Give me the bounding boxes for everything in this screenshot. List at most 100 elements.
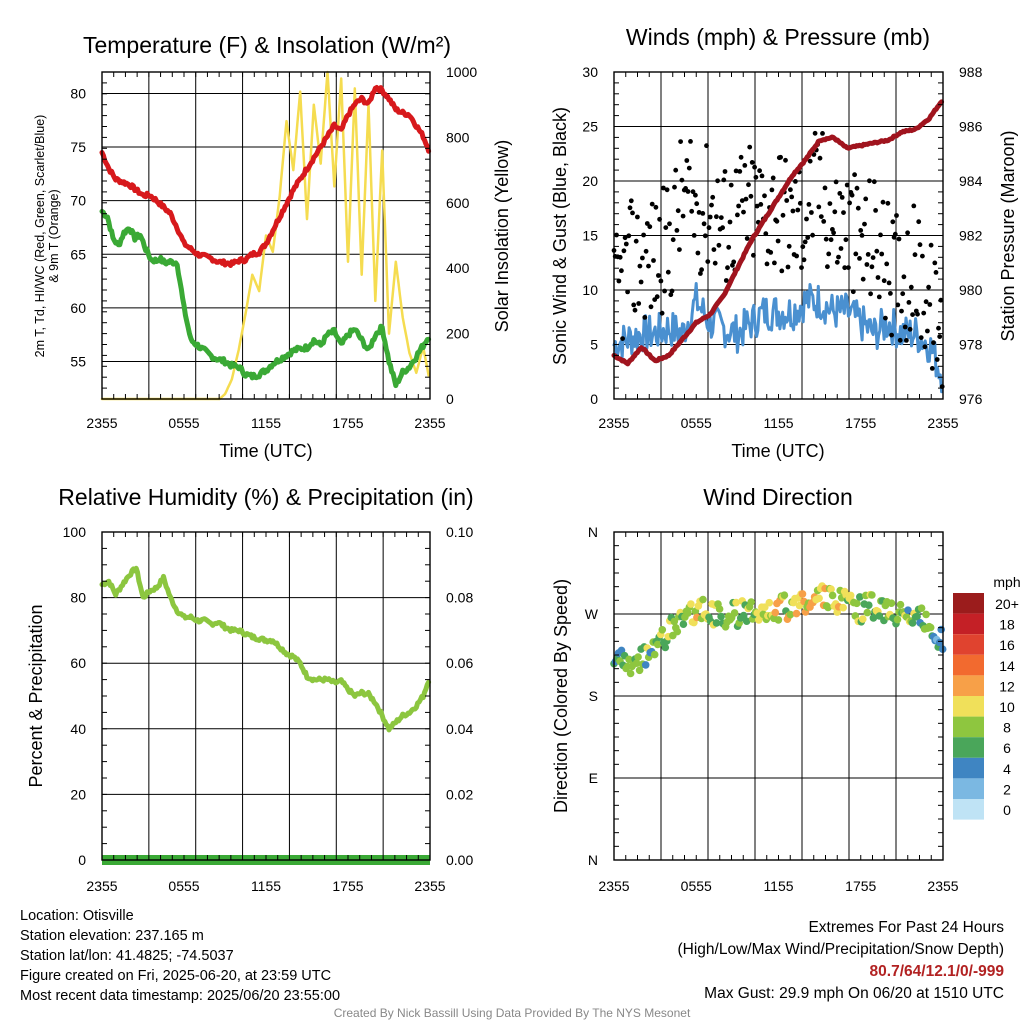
gust-point [726, 244, 732, 250]
gust-point [929, 366, 935, 371]
gust-point [674, 228, 680, 233]
gust-point [837, 191, 843, 196]
gust-point [689, 208, 695, 214]
colorbar-tick-label: 20+ [995, 596, 1019, 612]
gust-point [716, 242, 722, 248]
x-tick-label: 2355 [86, 415, 117, 431]
gust-point [698, 271, 703, 276]
direction-point [798, 590, 807, 598]
direction-point [926, 623, 935, 632]
x-tick-label: 0555 [681, 415, 712, 431]
colorbar-swatch [953, 737, 984, 758]
gust-point [921, 310, 927, 316]
gust-point [712, 260, 718, 266]
gust-point [764, 261, 770, 267]
y-tick-label: S [589, 688, 598, 704]
direction-point [739, 611, 748, 620]
direction-point [913, 612, 921, 621]
gust-point [720, 225, 725, 231]
gust-point [742, 163, 748, 168]
gust-point [668, 292, 674, 298]
direction-point [869, 614, 878, 622]
gust-point [926, 284, 931, 290]
direction-point [859, 615, 867, 623]
temperature-insolation-panel: Temperature (F) & Insolation (W/m²) 2355… [33, 32, 512, 461]
gust-point [809, 210, 814, 215]
y-tick-label: 20 [582, 173, 598, 189]
gust-point [818, 214, 824, 220]
gust-point [899, 308, 904, 314]
direction-point [661, 643, 670, 652]
gust-point [880, 199, 886, 205]
y-axis-label: 2m T, Td, HI/WC (Red, Green, Scarlet/Blu… [33, 115, 47, 358]
station-info: Location: Otisville Station elevation: 2… [20, 906, 340, 1006]
gust-point [770, 175, 776, 181]
gust-point [664, 187, 670, 193]
gust-point [743, 196, 749, 202]
gust-point [849, 192, 855, 198]
y2-tick-label: 980 [959, 282, 983, 298]
wind-speed-line [612, 282, 944, 394]
y2-tick-label: 0.04 [446, 721, 473, 737]
gust-point [841, 210, 846, 216]
direction-point [937, 625, 945, 634]
y-tick-label: E [589, 770, 598, 786]
direction-point [670, 617, 679, 626]
y2-tick-label: 0.10 [446, 524, 473, 540]
gust-point [857, 256, 862, 261]
gust-point [831, 230, 836, 236]
x-tick-label: 2355 [414, 415, 445, 431]
gust-point [917, 242, 923, 248]
colorbar-tick-label: 10 [999, 699, 1015, 715]
gust-point [800, 244, 806, 250]
x-tick-label: 2355 [86, 878, 117, 894]
figure-created: Figure created on Fri, 2025-06-20, at 23… [20, 968, 332, 984]
gust-point [736, 203, 741, 209]
x-tick-label: 1155 [763, 415, 793, 431]
gust-point [702, 233, 708, 239]
wind-direction-panel: Wind Direction 2355 0555 1155 1755 2355NWSEN… [551, 484, 1021, 894]
y2-tick-label: 986 [959, 119, 983, 135]
direction-point [922, 610, 930, 619]
y-tick-label: N [588, 852, 598, 868]
gust-point [621, 248, 627, 254]
gust-point [738, 154, 744, 160]
gust-point [867, 178, 872, 184]
x-tick-label: 2355 [927, 878, 958, 894]
gust-point [685, 189, 691, 194]
gust-point [722, 169, 728, 174]
y-tick-label: 15 [582, 228, 598, 244]
x-tick-label: 0555 [681, 878, 712, 894]
direction-point [827, 585, 835, 593]
plot-frame [613, 531, 944, 861]
gust-point [627, 205, 633, 211]
direction-point [896, 600, 905, 609]
gust-point [662, 288, 667, 294]
gust-point [916, 219, 922, 225]
gust-point [901, 274, 907, 280]
tick-labels: 2355 0555 1155 1755 23550204060801000.000.02… [63, 524, 474, 894]
x-tick-label: 1755 [332, 878, 363, 894]
colorbar-tick-label: 0 [1003, 802, 1011, 818]
gust-point [801, 257, 807, 263]
gust-point [670, 237, 676, 243]
gust-point [902, 324, 908, 330]
gust-point [654, 294, 660, 300]
colorbar-swatch [953, 593, 984, 614]
gust-point [794, 253, 799, 259]
y2-tick-label: 0.02 [446, 786, 473, 802]
colorbar-tick-label: 12 [999, 678, 1015, 694]
y-axis-label: Sonic Wind & Gust (Blue, Black) [550, 107, 570, 365]
y-tick-label: 20 [70, 786, 86, 802]
gust-point [762, 193, 767, 199]
direction-point [679, 620, 688, 628]
direction-point [771, 608, 780, 617]
gust-point [737, 169, 743, 174]
gust-point [673, 167, 679, 173]
gust-point [816, 204, 822, 210]
gust-point [632, 307, 638, 313]
direction-point [786, 610, 795, 619]
gust-point [850, 289, 856, 295]
gust-point [842, 265, 848, 271]
gust-point [678, 139, 683, 145]
